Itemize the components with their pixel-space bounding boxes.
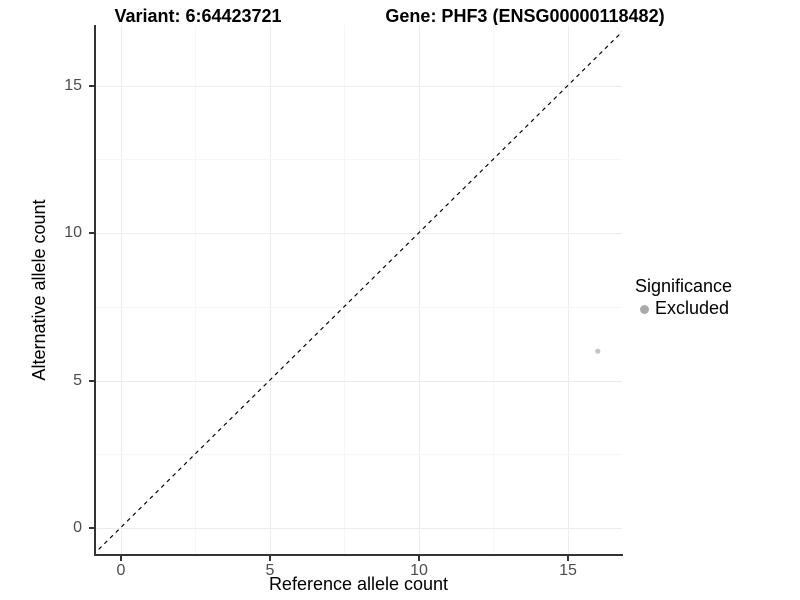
plot-title-variant: Variant: 6:64423721: [114, 6, 282, 26]
y-minor-gridline: [95, 307, 622, 308]
y-axis-line: [94, 25, 96, 555]
y-tick-label: 10: [64, 224, 82, 241]
x-tick-label: 15: [559, 562, 577, 579]
identity-dashed-line: [95, 31, 622, 554]
x-tick-label: 5: [265, 562, 275, 579]
x-minor-gridline: [344, 25, 345, 554]
y-minor-gridline: [95, 159, 622, 160]
y-minor-gridline: [95, 454, 622, 455]
x-tick-label: 10: [410, 562, 428, 579]
legend-point-icon: [640, 304, 649, 314]
y-tick: [89, 85, 94, 87]
y-tick-label: 0: [73, 519, 82, 536]
y-tick: [89, 232, 94, 234]
y-tick-label: 5: [73, 372, 82, 389]
plot-panel: [95, 25, 622, 554]
x-tick-label: 0: [116, 562, 126, 579]
y-tick-label: 15: [64, 77, 82, 94]
y-axis-title: Alternative allele count: [29, 199, 49, 381]
legend-item-excluded: Excluded: [635, 298, 795, 319]
x-axis-title: Reference allele count: [268, 574, 449, 594]
y-tick: [89, 380, 94, 382]
x-major-gridline: [419, 25, 420, 554]
panel-canvas: [95, 31, 622, 554]
y-tick: [89, 527, 94, 529]
x-major-gridline: [270, 25, 271, 554]
plot-title-gene: Gene: PHF3 (ENSG00000118482): [385, 6, 665, 26]
x-major-gridline: [568, 25, 569, 554]
legend-item-label: Excluded: [655, 298, 730, 318]
legend: Significance Excluded: [635, 276, 795, 319]
y-major-gridline: [95, 233, 622, 234]
x-minor-gridline: [195, 25, 196, 554]
y-major-gridline: [95, 381, 622, 382]
x-tick: [418, 556, 420, 561]
y-major-gridline: [95, 86, 622, 87]
x-tick: [567, 556, 569, 561]
data-point-excluded: [595, 348, 601, 354]
x-tick: [269, 556, 271, 561]
x-minor-gridline: [493, 25, 494, 554]
x-tick: [120, 556, 122, 561]
legend-key: [635, 299, 652, 319]
y-major-gridline: [95, 528, 622, 529]
x-major-gridline: [121, 25, 122, 554]
legend-title: Significance: [635, 276, 733, 296]
x-axis-line: [94, 554, 623, 556]
